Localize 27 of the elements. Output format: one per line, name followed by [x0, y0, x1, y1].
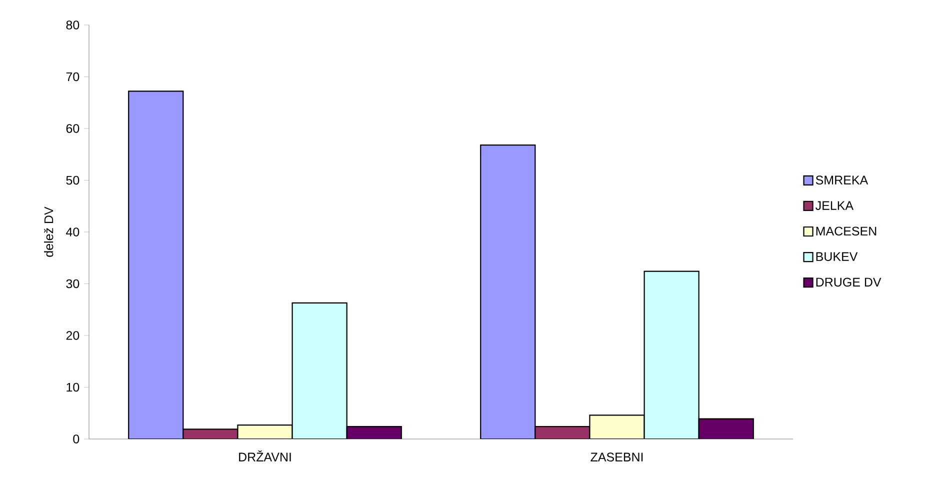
bar: [534, 426, 590, 439]
legend-label: JELKA: [816, 201, 854, 210]
y-tick-label: 20: [66, 331, 80, 340]
bar: [238, 425, 292, 439]
legend-label: DRUGE DV: [816, 278, 882, 287]
y-tick-label: 60: [66, 124, 80, 133]
x-tick-label: DRŽAVNI: [239, 450, 291, 462]
bar: [644, 270, 700, 439]
x-tick-label: ZASEBNI: [590, 452, 643, 462]
legend-label: SMREKA: [816, 176, 868, 184]
y-axis-title: delež DV: [44, 206, 54, 257]
legend-label: BUKEV: [816, 252, 858, 262]
bar: [589, 414, 645, 439]
bar: [183, 429, 238, 439]
y-tick-label: 80: [66, 20, 80, 30]
bar: [480, 144, 536, 439]
bar: [128, 90, 184, 439]
y-tick-label: 30: [66, 279, 80, 288]
y-tick-label: 40: [66, 228, 80, 236]
y-tick-label: 70: [66, 72, 80, 82]
bar: [698, 418, 754, 439]
bar: [292, 302, 348, 439]
y-tick-label: 0: [73, 434, 80, 444]
bar: [346, 426, 402, 439]
legend-label: MACESEN: [816, 226, 876, 236]
y-tick-label: 10: [66, 382, 80, 392]
y-tick-label: 50: [66, 176, 80, 185]
